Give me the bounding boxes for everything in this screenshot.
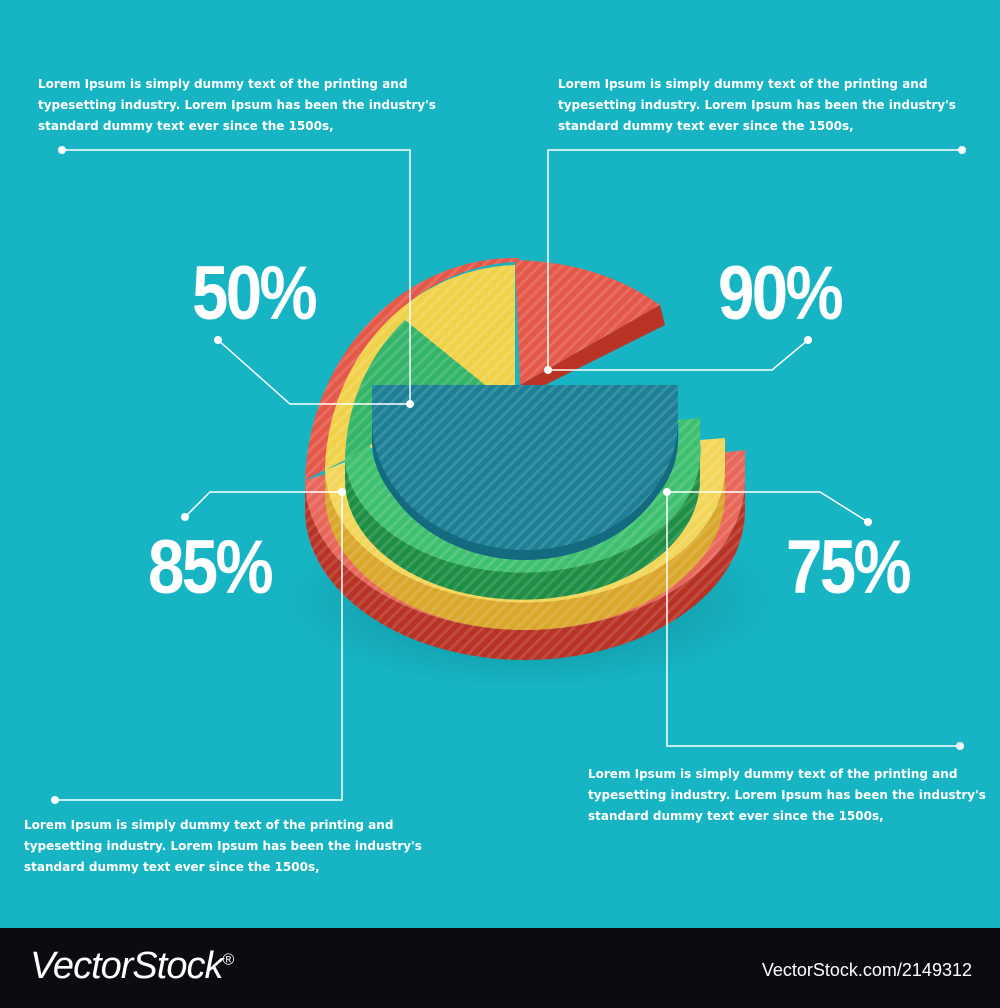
label-50-percent: 50%: [192, 251, 318, 336]
slice-red-top: [305, 257, 665, 480]
brand-name: VectorStock: [30, 945, 223, 987]
label-75-percent: 75%: [786, 525, 912, 610]
annotation-bottom-left: Lorem Ipsum is simply dummy text of the …: [24, 818, 422, 874]
leader-dots: [51, 146, 966, 804]
slice-teal: [372, 385, 678, 560]
label-85-percent: 85%: [148, 525, 274, 610]
footer-bar: [0, 928, 1000, 1008]
annotation-top-right: Lorem Ipsum is simply dummy text of the …: [558, 77, 956, 133]
annotation-top-left: Lorem Ipsum is simply dummy text of the …: [38, 77, 436, 133]
brand-registered-mark: ®: [222, 951, 234, 969]
label-90-percent: 90%: [718, 251, 844, 336]
pie-chart: [51, 146, 966, 804]
annotation-bottom-right: Lorem Ipsum is simply dummy text of the …: [588, 767, 986, 823]
stock-id: VectorStock.com/2149312: [761, 960, 972, 980]
brand-logo: VectorStock®: [30, 945, 234, 988]
